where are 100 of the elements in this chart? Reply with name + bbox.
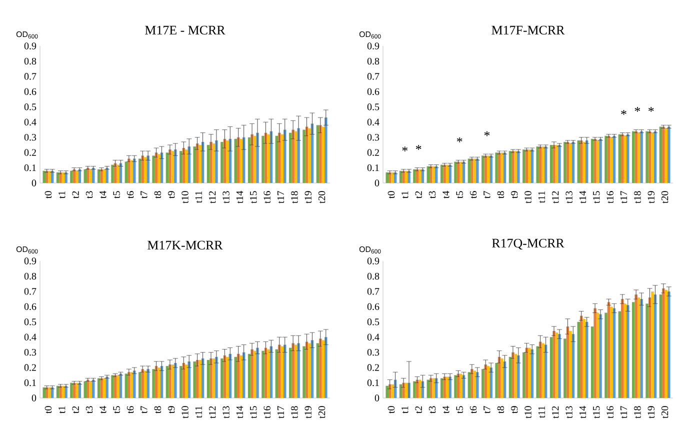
- bar: [102, 169, 106, 183]
- bar: [198, 360, 202, 398]
- bar: [476, 372, 479, 398]
- bar: [564, 142, 566, 183]
- bar: [538, 146, 542, 183]
- x-tick-label: t16: [264, 191, 270, 204]
- bar: [130, 372, 134, 398]
- bar: [525, 348, 528, 398]
- bar: [618, 134, 622, 183]
- x-tick-label: t10: [524, 191, 532, 204]
- x-tick-label: t11: [538, 191, 546, 204]
- y-tick-label: 0.8: [367, 58, 380, 65]
- bar: [250, 349, 254, 398]
- x-tick-label: t11: [195, 406, 202, 418]
- bar: [522, 150, 526, 183]
- bar: [174, 362, 177, 398]
- bar: [234, 138, 237, 183]
- bar: [92, 168, 95, 183]
- bar: [577, 322, 580, 398]
- bar: [637, 298, 640, 398]
- bar: [215, 140, 218, 183]
- bar: [141, 156, 144, 183]
- y-tick-label: 0: [374, 180, 380, 186]
- bar: [152, 156, 155, 183]
- x-tick-label: t4: [442, 190, 450, 198]
- bar: [582, 142, 586, 183]
- bar: [490, 156, 492, 183]
- bar: [133, 158, 136, 183]
- bar: [275, 349, 278, 398]
- bar: [624, 136, 626, 183]
- bar: [322, 340, 325, 398]
- bar: [308, 343, 311, 398]
- x-tick-label: t18: [291, 406, 298, 418]
- bar: [413, 381, 416, 398]
- bar: [569, 331, 572, 398]
- bar: [473, 158, 476, 183]
- bar: [668, 291, 670, 398]
- bar: [552, 331, 556, 398]
- bar: [651, 291, 654, 398]
- x-tick-label: t0: [44, 191, 52, 198]
- x-tick-label: t20: [318, 191, 326, 204]
- bar: [446, 376, 449, 398]
- x-tick-label: t8: [154, 191, 161, 198]
- x-tick-label: t1: [58, 191, 66, 198]
- bar: [500, 358, 504, 398]
- y-tick-label: 0.9: [24, 42, 36, 50]
- x-tick-label: t13: [222, 406, 230, 418]
- bar: [621, 134, 624, 183]
- bar: [89, 381, 92, 398]
- bar: [486, 366, 490, 398]
- bar: [111, 164, 114, 183]
- y-tick-label: 0.1: [24, 379, 36, 386]
- x-tick-label: t19: [648, 191, 654, 204]
- bar: [664, 290, 668, 398]
- bar: [612, 136, 616, 183]
- bar: [495, 362, 498, 398]
- bar: [180, 151, 182, 183]
- bar: [262, 136, 264, 183]
- bar: [580, 316, 583, 398]
- x-tick-label: t20: [661, 406, 668, 418]
- bar: [542, 343, 544, 398]
- y-tick-label: 0.8: [24, 272, 36, 280]
- x-tick-label: t8: [497, 191, 504, 198]
- y-tick-label: 0.5: [367, 104, 380, 110]
- x-tick-label: t3: [428, 191, 436, 198]
- y-tick-label: 0.3: [24, 134, 36, 141]
- bar: [651, 132, 654, 183]
- bar: [76, 170, 78, 183]
- bar: [434, 166, 438, 183]
- y-tick-label: 0.3: [367, 348, 380, 356]
- bar: [228, 354, 232, 398]
- bar: [659, 294, 662, 398]
- x-tick-label: t15: [250, 191, 257, 204]
- bar: [308, 128, 311, 183]
- bar: [544, 146, 548, 183]
- x-tick-label: t5: [113, 191, 120, 198]
- bar: [168, 364, 172, 398]
- bar: [116, 164, 120, 183]
- annotation: *: [648, 107, 654, 112]
- bar: [226, 140, 229, 183]
- annotation: *: [402, 146, 408, 152]
- bar: [64, 172, 68, 183]
- bar: [607, 302, 610, 398]
- bar: [64, 386, 68, 398]
- bar: [106, 168, 108, 183]
- x-tick-label: t0: [44, 406, 52, 414]
- x-tick-label: t13: [566, 406, 572, 418]
- x-tick-label: t7: [140, 406, 148, 414]
- bar: [402, 170, 405, 183]
- x-tick-label: t3: [86, 406, 93, 414]
- annotation: *: [416, 145, 422, 150]
- bar: [610, 137, 613, 183]
- bar: [100, 169, 103, 183]
- bar: [234, 356, 237, 398]
- y-tick-label: 0.2: [24, 149, 36, 156]
- x-tick-label: t2: [72, 191, 79, 198]
- x-tick-label: t17: [620, 191, 628, 204]
- x-tick-label: t2: [415, 406, 422, 414]
- x-tick-label: t19: [648, 406, 654, 418]
- bar: [476, 158, 479, 183]
